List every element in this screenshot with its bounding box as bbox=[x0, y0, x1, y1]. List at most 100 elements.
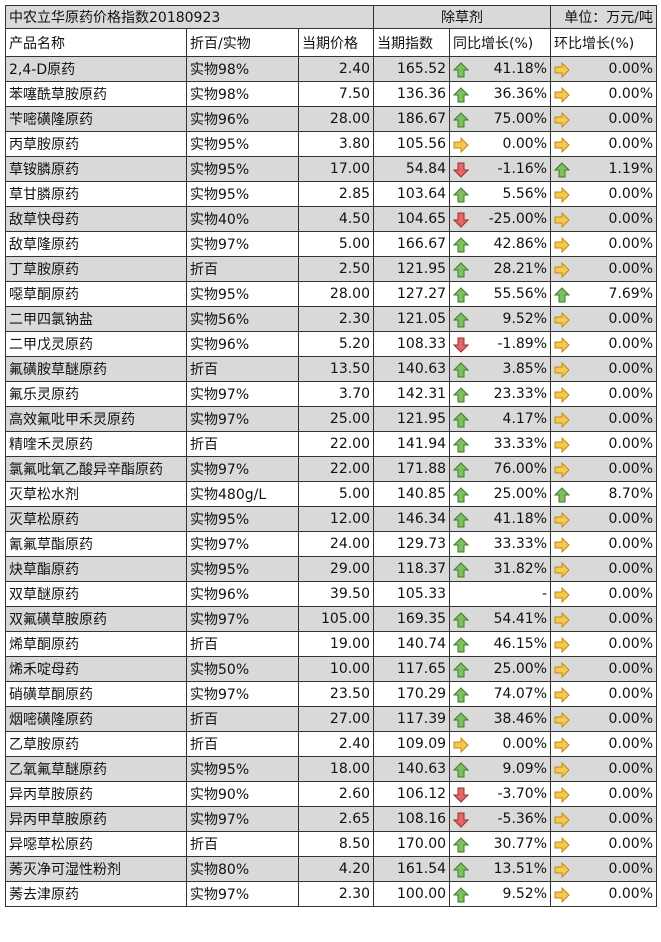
cell-text: 121.95 bbox=[397, 261, 447, 277]
cell: 13.51% bbox=[449, 856, 552, 882]
cell: 170.29 bbox=[373, 681, 451, 707]
cell-text: 108.16 bbox=[397, 811, 447, 827]
cell-text: 0.00% bbox=[608, 136, 654, 152]
cell: 实物480g/L bbox=[186, 481, 299, 507]
cell-text: 实物480g/L bbox=[190, 487, 267, 503]
cell: 氟乐灵原药 bbox=[5, 381, 187, 407]
trend-icon bbox=[554, 512, 570, 528]
cell-text: 0.00% bbox=[608, 786, 654, 802]
cell: 0.00% bbox=[550, 881, 658, 907]
cell-text: 142.31 bbox=[397, 386, 447, 402]
cell: 54.41% bbox=[449, 606, 552, 632]
cell: 实物97% bbox=[186, 881, 299, 907]
cell-text: 3.80 bbox=[338, 136, 371, 152]
cell-text: 0.00% bbox=[608, 211, 654, 227]
cell: 25.00% bbox=[449, 481, 552, 507]
cell-text: 实物97% bbox=[190, 237, 250, 253]
cell-text: 75.00% bbox=[493, 111, 548, 127]
cell: 42.86% bbox=[449, 231, 552, 257]
cell-text: 8.70% bbox=[608, 486, 654, 502]
cell-text: 双氟磺草胺原药 bbox=[9, 612, 107, 628]
column-header: 折百/实物 bbox=[186, 28, 299, 57]
cell-text: 25.00% bbox=[493, 486, 548, 502]
cell: 74.07% bbox=[449, 681, 552, 707]
cell-text: 121.05 bbox=[397, 311, 447, 327]
cell-text: 0.00% bbox=[608, 186, 654, 202]
cell-text: 8.50 bbox=[338, 836, 371, 852]
cell-text: 5.20 bbox=[338, 336, 371, 352]
cell: 3.70 bbox=[297, 381, 375, 407]
cell: 双氟磺草胺原药 bbox=[5, 606, 187, 632]
cell-text: 氯氟吡氧乙酸异辛酯原药 bbox=[9, 462, 163, 478]
cell: 140.85 bbox=[373, 481, 451, 507]
cell-text: 0.00% bbox=[608, 461, 654, 477]
trend-icon bbox=[554, 262, 570, 278]
trend-icon bbox=[453, 112, 470, 128]
cell: 8.50 bbox=[297, 831, 375, 857]
cell-text: 折百 bbox=[190, 712, 218, 728]
cell: 0.00% bbox=[550, 706, 658, 732]
cell: 108.33 bbox=[373, 331, 451, 357]
cell-text: 0.00% bbox=[608, 511, 654, 527]
cell: -1.16% bbox=[449, 156, 552, 182]
title-row: 中农立华原药价格指数20180923 除草剂 单位：万元/吨 bbox=[4, 5, 658, 29]
cell-text: 实物98% bbox=[190, 62, 250, 78]
cell-text: 0.00% bbox=[608, 861, 654, 877]
cell: 0.00% bbox=[550, 781, 658, 807]
data-row: 精喹禾灵原药 折百 22.00 141.94 33.33% 0.00% bbox=[5, 431, 658, 457]
cell-text: 2.85 bbox=[338, 186, 371, 202]
cell: 9.09% bbox=[449, 756, 552, 782]
cell: 实物97% bbox=[186, 531, 299, 557]
trend-icon bbox=[453, 637, 470, 653]
data-row: 烟嘧磺隆原药 折百 27.00 117.39 38.46% 0.00% bbox=[5, 706, 658, 732]
cell-text: 0.00% bbox=[608, 711, 654, 727]
cell-text: 实物97% bbox=[190, 687, 250, 703]
cell: 33.33% bbox=[449, 531, 552, 557]
cell: 0.00% bbox=[550, 531, 658, 557]
trend-icon bbox=[554, 812, 570, 828]
trend-icon bbox=[554, 687, 570, 703]
cell-text: 二甲戊灵原药 bbox=[9, 337, 93, 353]
cell-text: 169.35 bbox=[397, 611, 447, 627]
cell: 实物56% bbox=[186, 306, 299, 332]
trend-icon bbox=[453, 312, 470, 328]
trend-icon bbox=[554, 662, 570, 678]
cell-text: 5.56% bbox=[502, 186, 548, 202]
trend-icon bbox=[554, 112, 570, 128]
cell-text: 28.00 bbox=[329, 286, 371, 302]
data-row: 灭草松水剂 实物480g/L 5.00 140.85 25.00% 8.70% bbox=[5, 481, 658, 507]
cell: 3.80 bbox=[297, 131, 375, 157]
cell: 莠灭净可湿性粉剂 bbox=[5, 856, 187, 882]
cell: 1.19% bbox=[550, 156, 658, 182]
cell: 27.00 bbox=[297, 706, 375, 732]
cell: 0.00% bbox=[449, 131, 552, 157]
cell-text: 2.60 bbox=[338, 786, 371, 802]
cell-text: 实物95% bbox=[190, 137, 250, 153]
data-row: 氟磺胺草醚原药 折百 13.50 140.63 3.85% 0.00% bbox=[5, 356, 658, 382]
cell: 高效氟吡甲禾灵原药 bbox=[5, 406, 187, 432]
cell-text: 19.00 bbox=[329, 636, 371, 652]
cell-text: 10.00 bbox=[329, 661, 371, 677]
trend-icon bbox=[453, 62, 470, 78]
cell-text: 敌草隆原药 bbox=[9, 237, 79, 253]
cell-text: 实物95% bbox=[190, 162, 250, 178]
cell-text: 2.40 bbox=[338, 61, 371, 77]
cell: 噁草酮原药 bbox=[5, 281, 187, 307]
cell: 9.52% bbox=[449, 306, 552, 332]
cell-text: 双草醚原药 bbox=[9, 587, 79, 603]
cell: 2.40 bbox=[297, 56, 375, 82]
cell-text: 103.64 bbox=[397, 186, 447, 202]
data-row: 莠去津原药 实物97% 2.30 100.00 9.52% 0.00% bbox=[5, 881, 658, 907]
cell-text: 0.00% bbox=[608, 811, 654, 827]
cell-text: 140.63 bbox=[397, 361, 447, 377]
cell: 2.65 bbox=[297, 806, 375, 832]
cell: 2.30 bbox=[297, 306, 375, 332]
cell-text: 实物80% bbox=[190, 862, 250, 878]
cell-text: 0.00% bbox=[608, 561, 654, 577]
trend-icon bbox=[453, 662, 470, 678]
cell: 折百 bbox=[186, 356, 299, 382]
table-title: 中农立华原药价格指数20180923 bbox=[4, 5, 375, 29]
cell-text: 0.00% bbox=[502, 136, 548, 152]
cell: 2.50 bbox=[297, 256, 375, 282]
